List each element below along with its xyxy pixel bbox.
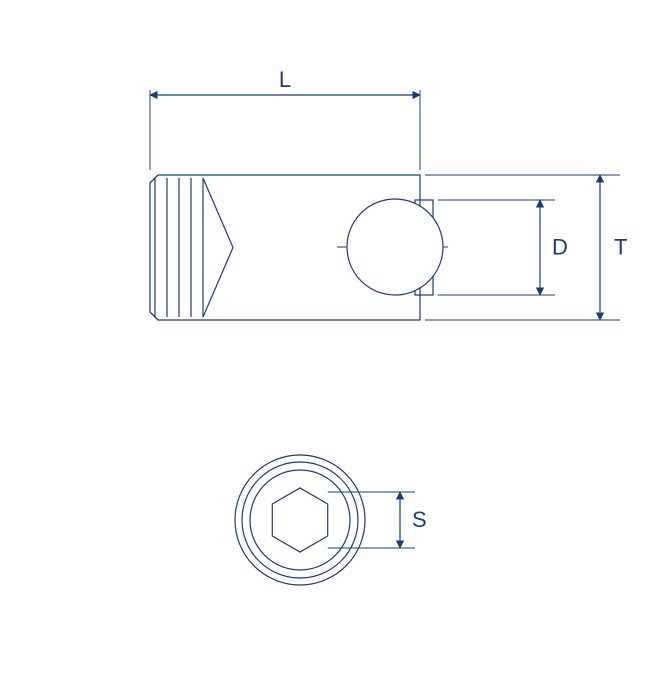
label-S: S <box>412 507 427 532</box>
end-outer-circle <box>235 455 365 585</box>
end-mid-circle <box>250 470 350 570</box>
hex-socket <box>272 488 327 552</box>
label-D: D <box>552 235 568 260</box>
label-L: L <box>279 67 291 92</box>
label-T: T <box>614 235 627 260</box>
end-inner-circle <box>242 462 358 578</box>
ball <box>347 199 443 295</box>
socket-point <box>203 178 233 317</box>
screw-diagram: L T D S <box>0 0 670 670</box>
